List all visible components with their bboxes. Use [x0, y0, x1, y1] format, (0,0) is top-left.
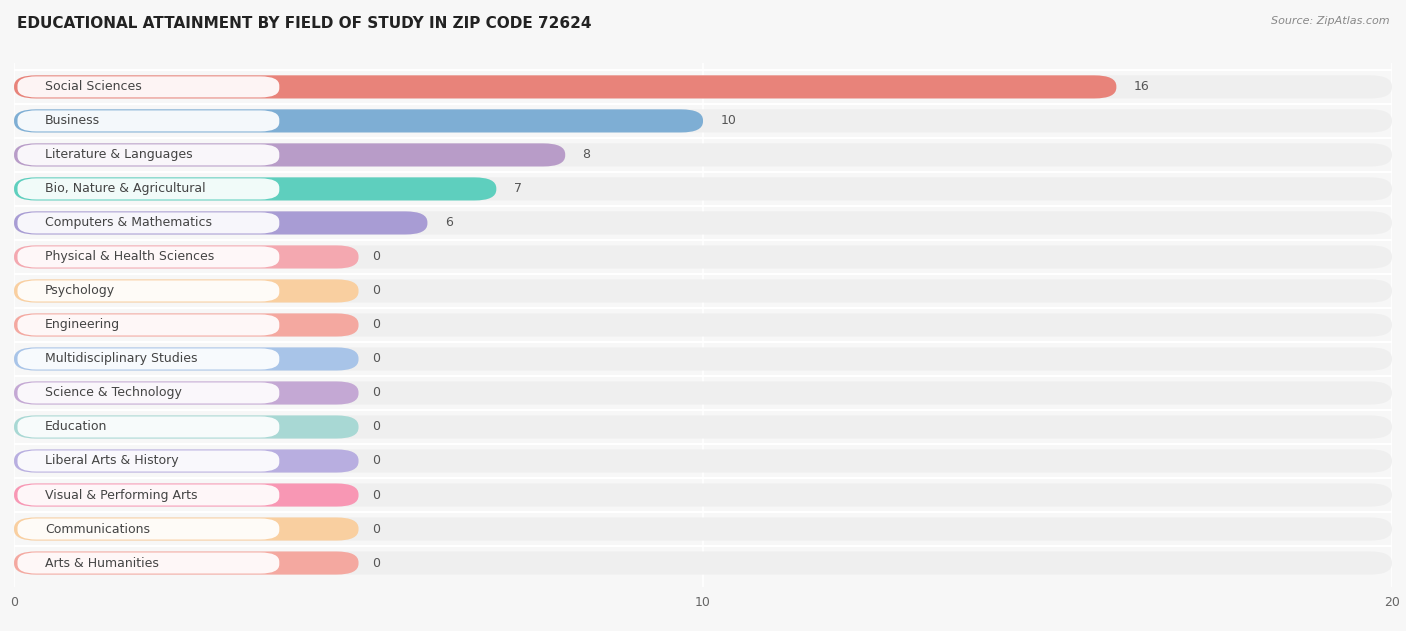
Text: 0: 0	[373, 488, 380, 502]
Text: Communications: Communications	[45, 522, 150, 536]
FancyBboxPatch shape	[14, 75, 1392, 98]
FancyBboxPatch shape	[14, 143, 1392, 167]
Text: 8: 8	[582, 148, 591, 162]
Text: Physical & Health Sciences: Physical & Health Sciences	[45, 251, 214, 264]
FancyBboxPatch shape	[14, 381, 1392, 404]
FancyBboxPatch shape	[14, 245, 1392, 269]
FancyBboxPatch shape	[17, 348, 280, 370]
FancyBboxPatch shape	[14, 449, 1392, 473]
FancyBboxPatch shape	[17, 110, 280, 131]
FancyBboxPatch shape	[17, 314, 280, 336]
FancyBboxPatch shape	[14, 314, 1392, 336]
FancyBboxPatch shape	[14, 551, 1392, 575]
Text: 0: 0	[373, 319, 380, 331]
FancyBboxPatch shape	[14, 109, 1392, 133]
Text: Social Sciences: Social Sciences	[45, 80, 142, 93]
FancyBboxPatch shape	[17, 519, 280, 540]
Text: Education: Education	[45, 420, 107, 433]
Text: 10: 10	[720, 114, 737, 127]
FancyBboxPatch shape	[17, 179, 280, 199]
FancyBboxPatch shape	[14, 245, 359, 269]
Text: Multidisciplinary Studies: Multidisciplinary Studies	[45, 353, 198, 365]
FancyBboxPatch shape	[14, 415, 1392, 439]
Text: Source: ZipAtlas.com: Source: ZipAtlas.com	[1271, 16, 1389, 26]
FancyBboxPatch shape	[14, 483, 359, 507]
Text: Science & Technology: Science & Technology	[45, 386, 181, 399]
FancyBboxPatch shape	[17, 213, 280, 233]
FancyBboxPatch shape	[17, 247, 280, 268]
FancyBboxPatch shape	[14, 415, 359, 439]
FancyBboxPatch shape	[17, 144, 280, 165]
FancyBboxPatch shape	[17, 485, 280, 505]
FancyBboxPatch shape	[14, 109, 703, 133]
FancyBboxPatch shape	[14, 177, 1392, 201]
FancyBboxPatch shape	[17, 416, 280, 437]
FancyBboxPatch shape	[14, 280, 359, 302]
Text: 0: 0	[373, 251, 380, 264]
FancyBboxPatch shape	[17, 382, 280, 404]
FancyBboxPatch shape	[14, 280, 1392, 302]
Text: 0: 0	[373, 557, 380, 570]
Text: Engineering: Engineering	[45, 319, 120, 331]
FancyBboxPatch shape	[17, 451, 280, 471]
FancyBboxPatch shape	[17, 76, 280, 97]
Text: 0: 0	[373, 386, 380, 399]
FancyBboxPatch shape	[14, 348, 1392, 370]
Text: Literature & Languages: Literature & Languages	[45, 148, 193, 162]
Text: 0: 0	[373, 420, 380, 433]
FancyBboxPatch shape	[14, 348, 359, 370]
Text: 0: 0	[373, 285, 380, 297]
FancyBboxPatch shape	[14, 551, 359, 575]
FancyBboxPatch shape	[14, 211, 427, 235]
FancyBboxPatch shape	[14, 314, 359, 336]
Text: 0: 0	[373, 522, 380, 536]
FancyBboxPatch shape	[14, 177, 496, 201]
FancyBboxPatch shape	[14, 449, 359, 473]
Text: Bio, Nature & Agricultural: Bio, Nature & Agricultural	[45, 182, 205, 196]
FancyBboxPatch shape	[17, 280, 280, 302]
Text: 0: 0	[373, 454, 380, 468]
Text: 16: 16	[1133, 80, 1149, 93]
Text: 6: 6	[444, 216, 453, 230]
Text: 7: 7	[513, 182, 522, 196]
FancyBboxPatch shape	[14, 483, 1392, 507]
FancyBboxPatch shape	[14, 517, 359, 541]
FancyBboxPatch shape	[14, 143, 565, 167]
Text: Psychology: Psychology	[45, 285, 115, 297]
Text: Business: Business	[45, 114, 100, 127]
FancyBboxPatch shape	[14, 75, 1116, 98]
Text: Arts & Humanities: Arts & Humanities	[45, 557, 159, 570]
Text: 0: 0	[373, 353, 380, 365]
FancyBboxPatch shape	[14, 211, 1392, 235]
FancyBboxPatch shape	[14, 381, 359, 404]
Text: Visual & Performing Arts: Visual & Performing Arts	[45, 488, 198, 502]
FancyBboxPatch shape	[14, 517, 1392, 541]
Text: Liberal Arts & History: Liberal Arts & History	[45, 454, 179, 468]
Text: EDUCATIONAL ATTAINMENT BY FIELD OF STUDY IN ZIP CODE 72624: EDUCATIONAL ATTAINMENT BY FIELD OF STUDY…	[17, 16, 592, 31]
FancyBboxPatch shape	[17, 553, 280, 574]
Text: Computers & Mathematics: Computers & Mathematics	[45, 216, 212, 230]
